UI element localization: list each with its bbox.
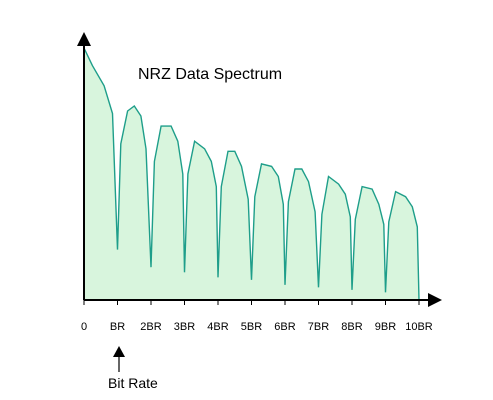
x-tick-label: 2BR — [140, 321, 161, 333]
bit-rate-label: Bit Rate — [108, 375, 158, 391]
bit-rate-arrow-head — [113, 346, 125, 357]
x-tick-label: 9BR — [375, 321, 396, 333]
x-axis-arrow — [428, 293, 442, 307]
x-tick-label: 7BR — [308, 321, 329, 333]
x-tick-label: 0 — [81, 321, 87, 333]
spectrum-area-fill — [84, 48, 419, 300]
x-tick-label: 8BR — [341, 321, 362, 333]
x-tick-label: 3BR — [174, 321, 195, 333]
x-tick-label: 5BR — [241, 321, 262, 333]
x-tick-label: 4BR — [207, 321, 228, 333]
chart-title: NRZ Data Spectrum — [138, 66, 282, 83]
x-tick-label: 6BR — [274, 321, 295, 333]
x-tick-label: BR — [110, 321, 125, 333]
x-tick-labels: 0 BR 2BR 3BR 4BR 5BR 6BR 7BR 8BR 9BR 10BR — [81, 300, 433, 333]
x-tick-label: 10BR — [405, 321, 433, 333]
spectrum-line — [83, 47, 420, 301]
y-axis-arrow — [77, 32, 91, 46]
